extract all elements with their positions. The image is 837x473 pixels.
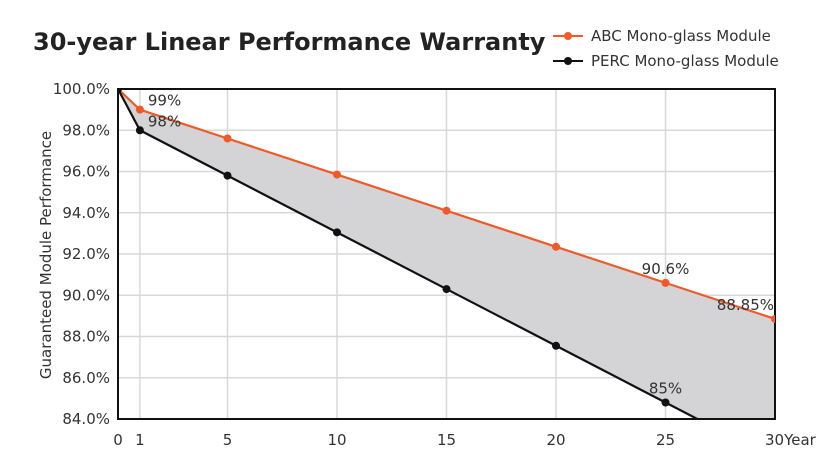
data-point [661,398,670,407]
data-point [552,341,560,350]
x-tick-label: 30Year [765,431,817,449]
y-tick-label: 96.0% [62,163,110,181]
fill-between-area [118,89,775,419]
data-point [333,170,341,179]
y-tick-label: 90.0% [62,286,110,304]
y-tick-label: 88.0% [62,328,110,346]
data-point [552,242,560,251]
data-point [771,455,779,463]
legend-label: PERC Mono-glass Module [591,52,779,70]
y-tick-label: 86.0% [62,369,110,387]
x-tick-label: 15 [437,431,456,449]
y-tick-label: 84.0% [62,410,110,428]
data-point [442,206,451,215]
x-tick-label: 20 [546,431,565,449]
data-point [442,285,451,294]
data-point [135,105,144,114]
data-label: 88.85% [717,296,774,314]
data-point [118,89,122,93]
series-line-0 [118,89,775,321]
legend-marker [564,57,572,65]
y-axis-label: Guaranteed Module Performance [37,131,55,379]
x-tick-label: 1 [135,431,145,449]
y-tick-label: 92.0% [62,245,110,263]
data-label: 90.6% [642,260,690,278]
y-tick-label: 94.0% [62,204,110,222]
data-label: 85% [649,380,682,398]
legend-label: ABC Mono-glass Module [591,27,771,45]
data-point [223,171,232,180]
x-tick-label: 5 [223,431,233,449]
y-tick-label: 100.0% [53,80,110,98]
data-label: 99% [148,92,181,110]
legend-marker [564,32,572,40]
legend: ABC Mono-glass Module PERC Mono-glass Mod… [553,27,779,70]
chart-title: 30-year Linear Performance Warranty [33,28,546,56]
x-tick-label: 0 [113,431,123,449]
x-tick-label: 25 [656,431,675,449]
data-point [135,126,144,135]
data-label: 98% [148,112,181,130]
x-tick-label: 10 [327,431,346,449]
data-point [771,314,775,323]
y-tick-label: 98.0% [62,121,110,139]
data-point [223,134,232,143]
data-point [333,228,341,237]
series-line-1 [118,89,700,419]
data-point [661,278,670,287]
plot-frame [117,88,776,420]
